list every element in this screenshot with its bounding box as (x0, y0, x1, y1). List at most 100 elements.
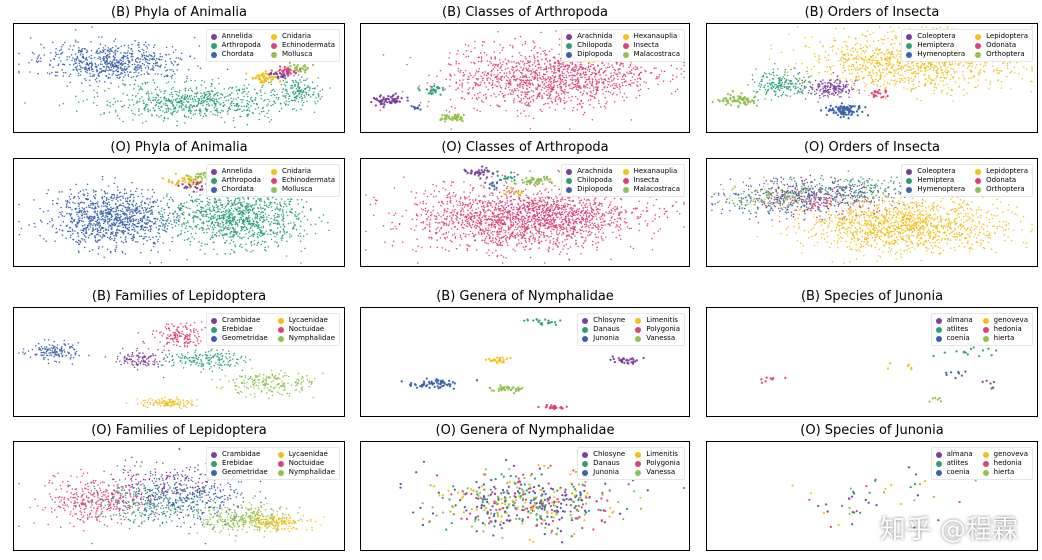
scatter-point (955, 71, 958, 73)
scatter-point (626, 71, 628, 74)
scatter-point (893, 57, 896, 59)
scatter-point (233, 109, 236, 112)
scatter-point (509, 89, 511, 91)
scatter-point (100, 60, 102, 63)
legend-marker (270, 42, 277, 49)
scatter-point (116, 68, 118, 71)
legend-item: Lepidoptera (975, 32, 1028, 41)
scatter-point (905, 69, 908, 71)
scatter-point (114, 52, 117, 54)
scatter-point (545, 67, 548, 69)
scatter-point (260, 80, 263, 83)
scatter-point (121, 208, 124, 210)
scatter-point (849, 79, 852, 81)
scatter-point (618, 68, 621, 70)
scatter-point (262, 72, 265, 75)
scatter-point (941, 62, 944, 64)
scatter-point (558, 94, 560, 97)
scatter-point (541, 86, 544, 89)
scatter-point (843, 40, 845, 43)
scatter-point (165, 97, 167, 100)
scatter-point (213, 100, 215, 102)
scatter-point (838, 92, 840, 94)
scatter-point (556, 103, 559, 105)
scatter-point (124, 62, 127, 65)
scatter-point (121, 79, 124, 82)
scatter-point (123, 70, 125, 72)
scatter-point (88, 56, 90, 58)
scatter-point (171, 62, 173, 65)
scatter-point (838, 96, 841, 98)
scatter-point (529, 105, 531, 107)
scatter-point (126, 52, 129, 54)
scatter-point (595, 83, 598, 85)
scatter-point (571, 74, 573, 77)
scatter-point (147, 108, 149, 110)
scatter-point (888, 58, 891, 61)
scatter-point (301, 97, 304, 99)
scatter-point (523, 110, 525, 112)
scatter-point (281, 91, 283, 93)
scatter-point (553, 76, 556, 79)
scatter-point (279, 80, 282, 83)
scatter-point (598, 78, 600, 81)
scatter-point (99, 235, 102, 238)
scatter-point (137, 85, 140, 87)
scatter-point (176, 120, 178, 122)
scatter-point (487, 76, 489, 79)
scatter-point (431, 89, 434, 92)
scatter-point (113, 59, 116, 61)
scatter-point (958, 86, 960, 88)
scatter-point (903, 81, 905, 83)
scatter-point (935, 71, 938, 73)
scatter-point (287, 66, 290, 69)
scatter-point (124, 74, 126, 76)
scatter-point (808, 89, 810, 92)
scatter-point (75, 53, 77, 55)
scatter-point (897, 67, 900, 70)
scatter-point (119, 58, 121, 61)
chart-title: (B) Phyla of Animalia (111, 5, 247, 20)
scatter-point (833, 90, 836, 93)
scatter-point (83, 60, 85, 63)
scatter-point (216, 114, 219, 117)
scatter-point (171, 96, 174, 98)
scatter-point (97, 72, 100, 75)
scatter-point (257, 77, 260, 80)
scatter-point (121, 231, 124, 234)
scatter-point (524, 82, 527, 84)
scatter-point (576, 84, 578, 86)
scatter-point (279, 65, 282, 68)
scatter-point (146, 47, 149, 49)
scatter-point (768, 82, 771, 84)
scatter-point (406, 96, 409, 99)
scatter-point (592, 106, 595, 109)
scatter-point (534, 60, 536, 62)
scatter-point (112, 55, 115, 58)
scatter-point (174, 73, 176, 75)
scatter-point (799, 87, 801, 90)
scatter-point (794, 87, 796, 90)
scatter-point (612, 74, 615, 77)
scatter-point (552, 74, 554, 77)
scatter-point (786, 71, 789, 73)
scatter-point (526, 62, 528, 65)
scatter-point (545, 78, 548, 81)
scatter-point (1010, 88, 1012, 90)
scatter-point (820, 88, 822, 91)
scatter-point (882, 95, 885, 98)
scatter-point (946, 26, 949, 28)
scatter-point (617, 73, 619, 75)
scatter-point (83, 216, 86, 219)
scatter-point (268, 73, 271, 76)
scatter-point (526, 91, 528, 94)
scatter-point (306, 66, 309, 70)
scatter-point (122, 57, 125, 59)
scatter-point (940, 91, 943, 93)
scatter-point (147, 73, 149, 75)
scatter-point (732, 96, 735, 99)
scatter-point (293, 90, 295, 93)
scatter-point (149, 109, 151, 112)
scatter-point (548, 50, 551, 52)
scatter-point (874, 78, 877, 81)
